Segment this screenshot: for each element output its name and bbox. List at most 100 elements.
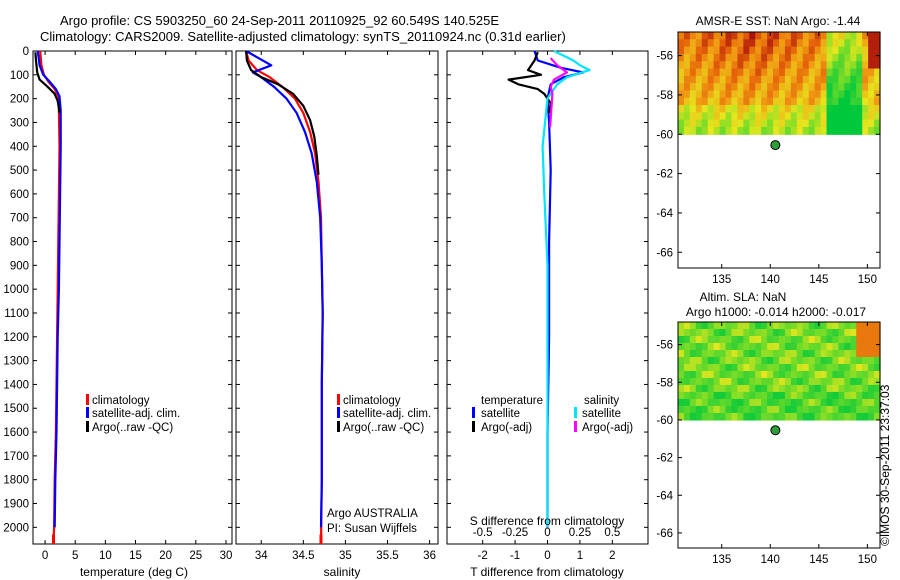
field-cell <box>820 112 828 121</box>
field-cell <box>808 53 816 62</box>
field-cell <box>689 53 697 62</box>
field-cell <box>784 412 792 421</box>
field-cell <box>784 90 792 99</box>
field-cell <box>719 126 727 135</box>
field-cell <box>802 39 810 48</box>
temperature-panel: 0100200300400500600700800900100011001200… <box>3 46 233 579</box>
field-cell <box>796 68 804 77</box>
field-cell <box>767 97 774 106</box>
field-cell <box>832 322 840 330</box>
field-cell <box>856 83 863 92</box>
field-cell <box>767 356 774 365</box>
field-cell <box>790 83 798 92</box>
field-cell <box>701 68 709 77</box>
map-frame <box>677 321 881 549</box>
y-tick-label: 1800 <box>3 475 29 487</box>
field-cell <box>749 83 756 92</box>
field-cell <box>725 75 733 84</box>
sla-map-title: Altim. SLA: NaN <box>700 290 787 304</box>
field-cell <box>713 105 721 113</box>
field-cell <box>868 119 875 128</box>
field-cell <box>695 105 703 113</box>
field-cell <box>796 126 804 135</box>
field-cell <box>695 342 703 351</box>
field-cell <box>689 75 697 84</box>
field-cell <box>755 405 762 414</box>
field-cell <box>749 349 756 358</box>
field-cell <box>802 391 810 400</box>
x-tick-label: 35 <box>339 550 352 562</box>
field-cell <box>683 377 691 386</box>
field-cell <box>868 112 875 121</box>
field-cell <box>755 329 762 337</box>
field-cell <box>779 335 786 344</box>
field-cell <box>838 32 845 40</box>
field-cell <box>773 112 780 121</box>
field-cell <box>773 97 780 106</box>
field-cell <box>850 322 857 330</box>
field-cell <box>707 342 715 351</box>
field-cell <box>784 363 792 372</box>
field-cell <box>707 97 715 106</box>
field-cell <box>719 46 727 55</box>
field-cell <box>713 68 721 77</box>
field-cell <box>808 370 816 379</box>
field-cell <box>838 363 845 372</box>
field-cell <box>784 68 792 77</box>
field-cell <box>689 356 697 365</box>
field-cell <box>814 349 822 358</box>
field-cell <box>713 46 721 55</box>
temperature-xlabel: temperature (deg C) <box>80 565 188 579</box>
field-cell <box>695 90 703 99</box>
field-cell <box>743 363 750 372</box>
field-cell <box>713 53 721 62</box>
field-cell <box>862 112 869 121</box>
field-cell <box>701 46 709 55</box>
field-cell <box>731 349 739 358</box>
field-cell <box>862 39 869 48</box>
field-cell <box>707 370 715 379</box>
field-cell <box>689 398 697 407</box>
field-cell <box>832 398 840 407</box>
field-cell <box>713 83 721 92</box>
field-cell <box>874 363 881 372</box>
field-cell <box>773 391 780 400</box>
field-cell <box>695 391 703 400</box>
field-cell <box>713 377 721 386</box>
field-cell <box>678 370 685 379</box>
field-cell <box>713 329 721 337</box>
field-cell <box>743 61 750 70</box>
field-cell <box>796 356 804 365</box>
field-cell <box>678 46 685 55</box>
field-cell <box>832 342 840 351</box>
field-cell <box>678 335 685 344</box>
field-cell <box>856 342 863 351</box>
field-cell <box>850 83 857 92</box>
legend-swatch-argo <box>86 421 89 432</box>
field-cell <box>761 335 768 344</box>
field-cell <box>695 61 703 70</box>
field-cell <box>725 391 733 400</box>
field-cell <box>767 398 774 407</box>
field-cell <box>820 68 828 77</box>
field-cell <box>856 39 863 48</box>
field-cell <box>773 53 780 62</box>
field-cell <box>874 405 881 414</box>
y-tick-label: -64 <box>656 490 673 502</box>
field-cell <box>856 322 863 330</box>
field-cell <box>707 384 715 393</box>
field-cell <box>707 126 715 135</box>
field-cell <box>689 384 697 393</box>
field-cell <box>719 322 727 330</box>
field-cell <box>796 329 804 337</box>
field-cell <box>832 377 840 386</box>
annotation-pi: PI: Susan Wijffels <box>327 523 417 535</box>
field-cell <box>844 405 851 414</box>
field-cell <box>689 349 697 358</box>
field-cell <box>862 349 869 358</box>
field-cell <box>820 349 828 358</box>
field-cell <box>820 329 828 337</box>
field-cell <box>719 39 727 48</box>
field-cell <box>749 356 756 365</box>
